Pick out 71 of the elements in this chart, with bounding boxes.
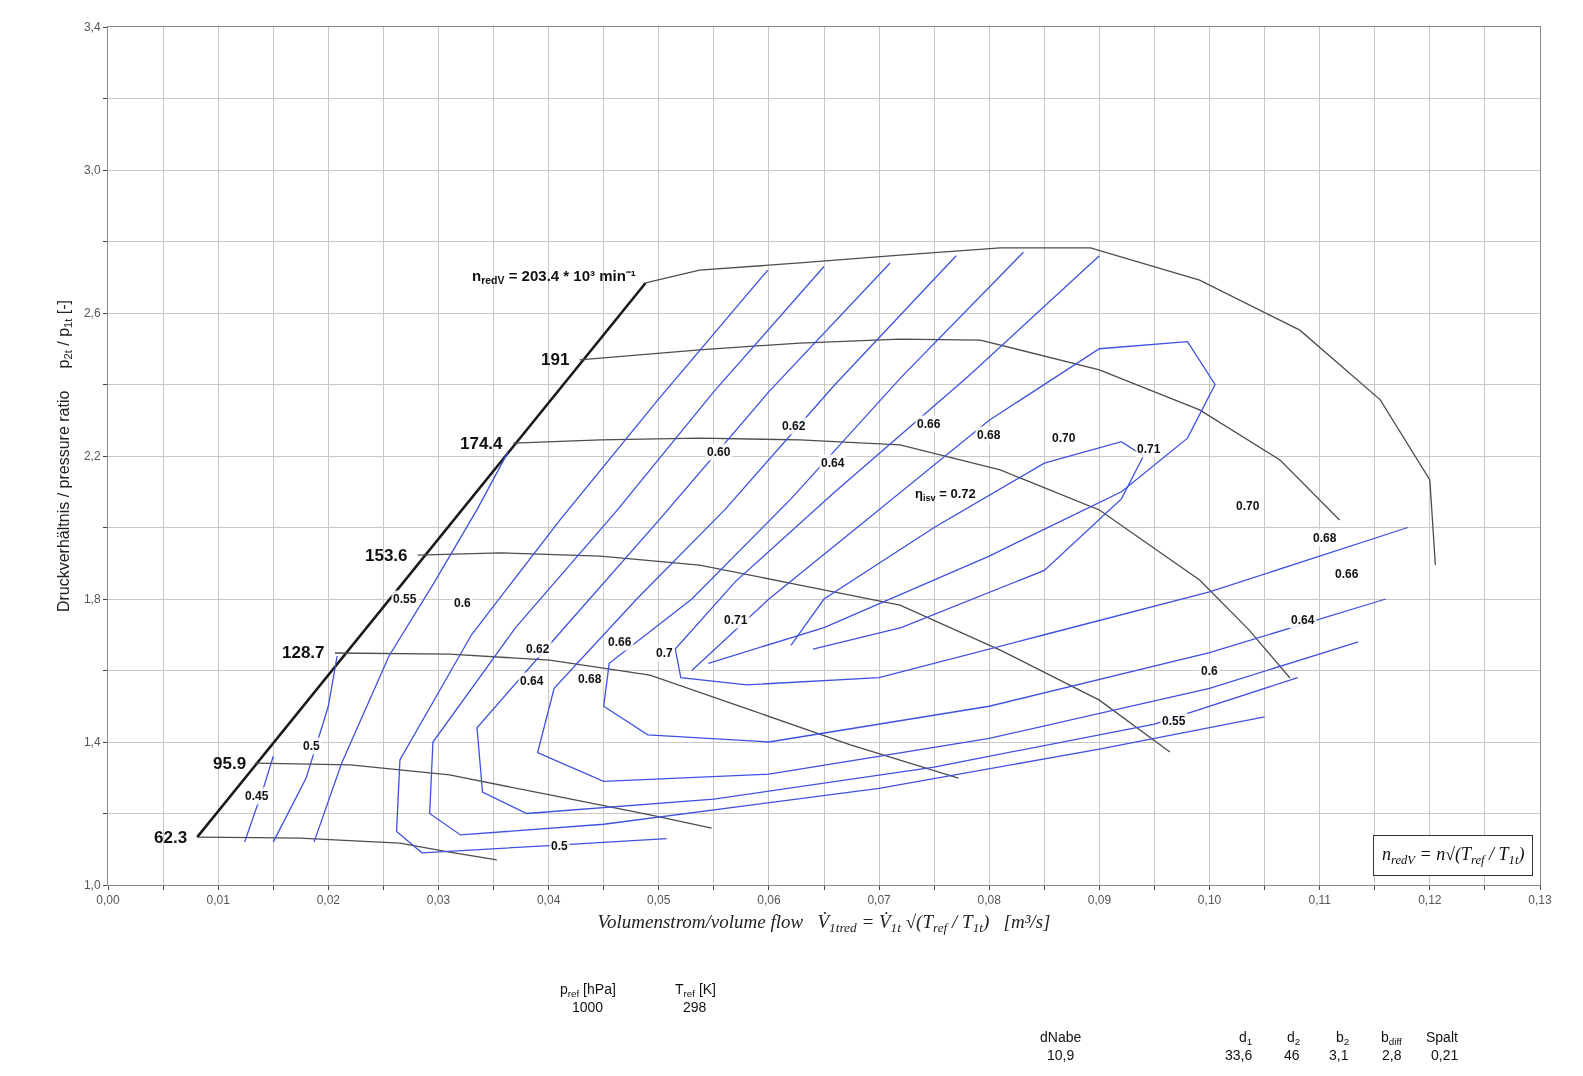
- annotation: 0.62: [526, 642, 550, 656]
- text: b$_{2}$: [1336, 1029, 1350, 1047]
- text: d$_{1}$: [1239, 1029, 1253, 1047]
- x-tick-label: 0,06: [757, 893, 781, 908]
- annotation: 0.71: [1137, 442, 1161, 456]
- text: 298: [683, 999, 707, 1015]
- annotation: 0.64: [821, 456, 845, 470]
- x-tick-label: 0,01: [206, 893, 231, 908]
- y-tick-label: 1,0: [83, 878, 101, 893]
- annotation: 0.68: [1313, 531, 1337, 545]
- annotation: 0.66: [1335, 567, 1359, 581]
- y-tick-label: 3,0: [83, 163, 101, 178]
- annotation: 0.7: [656, 646, 674, 660]
- text: 1000: [572, 999, 604, 1015]
- annotation: η$_{isv}$ = 0.72: [915, 486, 976, 503]
- annotation: 0.5: [551, 839, 569, 853]
- x-tick-label: 0,04: [536, 893, 561, 908]
- annotation: 0.71: [724, 613, 748, 627]
- annotation: 0.70: [1052, 431, 1076, 445]
- text: Volumenstrom/volume flow V̇$_{1tred}$ = V̇$_{1t}$ √(T$_{ref}$ / T$_{1t}$) [m³/s]: [597, 911, 1051, 936]
- x-tick-label: 0,11: [1308, 893, 1332, 908]
- y-tick-label: 2,6: [83, 306, 101, 321]
- annotation: 153.6: [365, 546, 408, 565]
- annotation: 0.66: [608, 635, 632, 649]
- x-tick-label: 0,08: [977, 893, 1002, 908]
- y-tick-label: 3,4: [83, 20, 101, 35]
- annotation: 0.68: [977, 428, 1001, 442]
- annotation: 0.70: [1236, 499, 1260, 513]
- text: d$_{2}$: [1287, 1029, 1301, 1047]
- annotation: 191: [541, 350, 570, 369]
- x-tick-label: 0,10: [1197, 893, 1222, 908]
- annotation: 0.6: [454, 596, 472, 610]
- annotation: 0.60: [707, 445, 731, 459]
- text: Spalt: [1426, 1029, 1459, 1045]
- annotation: 0.55: [393, 592, 417, 606]
- annotation: 0.64: [1291, 613, 1315, 627]
- annotation: 0.45: [245, 789, 269, 803]
- annotation: 0.6: [1201, 664, 1219, 678]
- annotation: 0.5: [303, 739, 321, 753]
- text: 0,21: [1431, 1047, 1459, 1063]
- x-tick-label: 0,13: [1528, 893, 1552, 908]
- text: T$_{ref}$ [K]: [675, 981, 717, 999]
- x-tick-label: 0,02: [316, 893, 341, 908]
- text: dNabe: [1040, 1029, 1082, 1045]
- x-tick-label: 0,07: [867, 893, 892, 908]
- annotation: n$_{redV}$ = 203.4 * 10³ min⁻¹: [472, 267, 636, 287]
- text: 10,9: [1047, 1047, 1075, 1063]
- annotation: 95.9: [213, 754, 247, 773]
- text: 2,8: [1382, 1047, 1402, 1063]
- annotation: 0.62: [782, 419, 806, 433]
- x-tick-label: 0,05: [647, 893, 671, 908]
- annotation: 0.66: [917, 417, 941, 431]
- x-tick-label: 0,12: [1418, 893, 1442, 908]
- text: 3,1: [1329, 1047, 1349, 1063]
- text: 46: [1284, 1047, 1300, 1063]
- text: 33,6: [1225, 1047, 1253, 1063]
- annotation: 0.55: [1162, 714, 1186, 728]
- x-tick-label: 0,09: [1087, 893, 1112, 908]
- x-tick-label: 0,00: [96, 893, 120, 908]
- y-tick-label: 2,2: [83, 449, 101, 464]
- y-tick-label: 1,8: [83, 592, 101, 607]
- annotation: n$_{redV}$ = n√(T$_{ref}$ / T$_{1t}$): [1382, 844, 1525, 867]
- annotation: 128.7: [282, 643, 325, 662]
- annotation: 0.68: [578, 672, 602, 686]
- x-tick-label: 0,03: [426, 893, 451, 908]
- annotation: 174.4: [460, 434, 504, 453]
- text: p$_{ref}$ [hPa]: [560, 981, 616, 999]
- y-tick-label: 1,4: [83, 735, 101, 750]
- annotation: 62.3: [154, 828, 188, 847]
- text: b$_{diff}$: [1381, 1029, 1402, 1047]
- annotation: 0.64: [520, 674, 544, 688]
